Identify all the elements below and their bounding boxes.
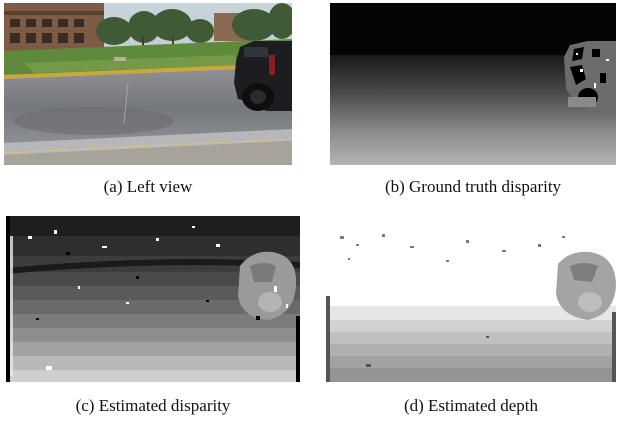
caption-left-view: (a) Left view bbox=[103, 177, 193, 196]
caption-estimated-depth: (d) Estimated depth bbox=[403, 396, 539, 415]
estimated-depth-image bbox=[326, 216, 616, 382]
caption-estimated-disparity: (c) Estimated disparity bbox=[75, 396, 231, 415]
caption-ground-truth-disparity: (b) Ground truth disparity bbox=[384, 177, 562, 196]
estimated-disparity-image bbox=[6, 216, 300, 382]
left-view-image bbox=[4, 3, 292, 165]
ground-truth-disparity-image bbox=[330, 3, 616, 165]
